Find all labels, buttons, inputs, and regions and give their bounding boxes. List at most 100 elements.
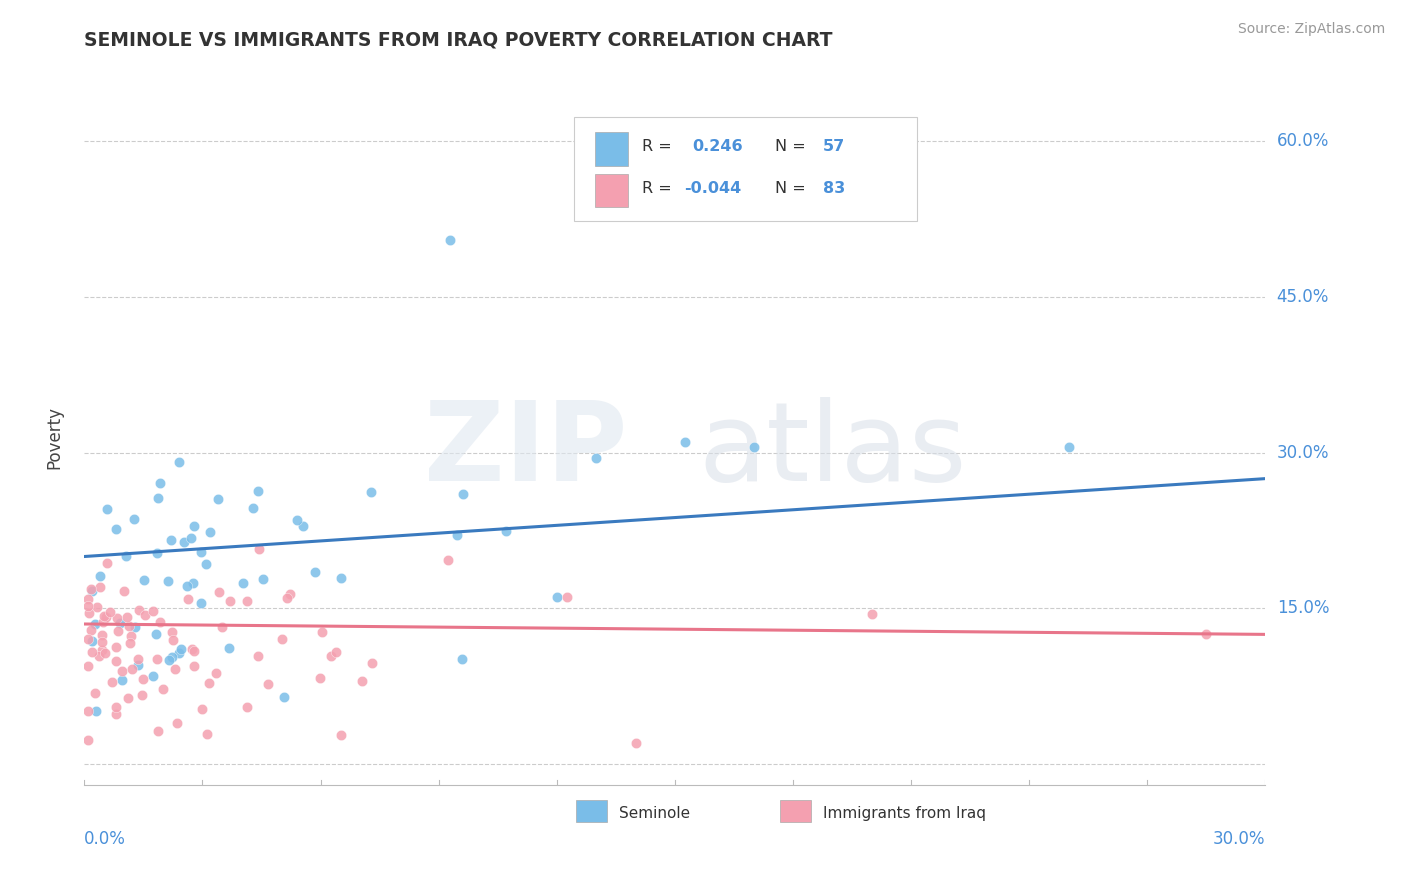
Point — [149, 476, 172, 491]
Point — [329, 570, 352, 584]
Point — [191, 702, 214, 716]
Point — [146, 546, 169, 560]
Text: -0.044: -0.044 — [685, 181, 741, 196]
Point — [451, 487, 474, 501]
Point — [321, 649, 343, 664]
Point — [232, 575, 254, 590]
Point — [181, 642, 204, 657]
Point — [170, 642, 193, 657]
Point — [87, 649, 110, 664]
Point — [211, 619, 233, 633]
Point — [159, 533, 181, 548]
Point — [439, 233, 461, 247]
Point — [117, 619, 139, 633]
Point — [352, 674, 374, 689]
Point — [94, 610, 117, 624]
Point — [134, 607, 156, 622]
Point — [218, 640, 240, 655]
Point — [145, 627, 167, 641]
Point — [673, 435, 696, 450]
Point — [304, 566, 326, 580]
Point — [235, 700, 257, 714]
Point — [152, 681, 174, 696]
Point — [180, 531, 202, 545]
Text: Source: ZipAtlas.com: Source: ZipAtlas.com — [1237, 22, 1385, 37]
Point — [177, 592, 200, 607]
Point — [195, 557, 218, 571]
Point — [132, 573, 155, 587]
Point — [198, 525, 221, 540]
Point — [176, 579, 198, 593]
Point — [495, 524, 517, 538]
Point — [104, 700, 127, 714]
Point — [104, 522, 127, 536]
Point — [91, 615, 114, 629]
Point — [146, 491, 169, 506]
Point — [100, 675, 122, 690]
Text: 30.0%: 30.0% — [1213, 830, 1265, 847]
Point — [86, 600, 108, 615]
Point — [167, 646, 190, 660]
Point — [208, 584, 231, 599]
Point — [273, 690, 295, 704]
Point — [291, 519, 314, 533]
Point — [860, 607, 883, 621]
Text: R =: R = — [641, 181, 672, 196]
Point — [309, 672, 332, 686]
Point — [437, 553, 460, 567]
Point — [118, 636, 141, 650]
Point — [117, 690, 139, 705]
Point — [93, 609, 115, 624]
Point — [111, 673, 134, 687]
Point — [247, 541, 270, 556]
Point — [207, 492, 229, 507]
Point — [128, 603, 150, 617]
Point — [190, 545, 212, 559]
Text: 0.0%: 0.0% — [84, 830, 127, 847]
Point — [146, 651, 169, 665]
Text: 45.0%: 45.0% — [1277, 288, 1329, 306]
Point — [183, 658, 205, 673]
Point — [77, 632, 100, 646]
Point — [252, 572, 274, 586]
Point — [160, 649, 183, 664]
Text: 57: 57 — [823, 139, 845, 154]
Point — [114, 549, 136, 563]
Point — [77, 599, 100, 614]
Point — [96, 556, 118, 570]
Point — [80, 623, 103, 637]
Point — [330, 728, 353, 742]
Point — [117, 609, 139, 624]
Point — [169, 455, 191, 469]
Text: N =: N = — [775, 139, 806, 154]
Text: Seminole: Seminole — [619, 806, 690, 821]
Point — [246, 648, 269, 663]
Point — [585, 450, 607, 465]
Point — [235, 593, 257, 607]
Point — [242, 501, 264, 516]
Text: Immigrants from Iraq: Immigrants from Iraq — [823, 806, 986, 821]
Point — [311, 624, 333, 639]
Point — [546, 590, 568, 604]
Point — [105, 654, 128, 668]
Point — [1195, 627, 1218, 641]
Point — [190, 596, 212, 610]
Y-axis label: Poverty: Poverty — [45, 406, 63, 468]
Point — [166, 716, 188, 731]
Point — [84, 686, 107, 700]
Point — [451, 652, 474, 666]
Point — [160, 624, 183, 639]
FancyBboxPatch shape — [595, 174, 627, 208]
Point — [107, 624, 129, 638]
Point — [104, 707, 127, 722]
Point — [205, 665, 228, 680]
Point — [124, 620, 146, 634]
Point — [198, 676, 221, 690]
Text: 15.0%: 15.0% — [1277, 599, 1329, 617]
Text: atlas: atlas — [699, 398, 967, 505]
Point — [149, 615, 172, 630]
Point — [89, 580, 111, 594]
Point — [361, 656, 384, 670]
Point — [77, 659, 100, 673]
Point — [742, 441, 765, 455]
